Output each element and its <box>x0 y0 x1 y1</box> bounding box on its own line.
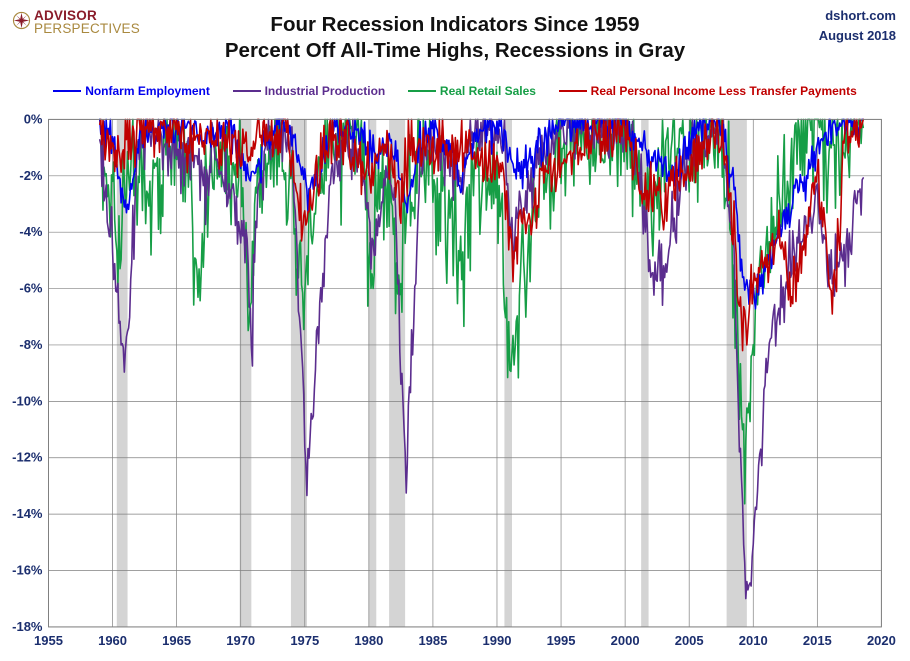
svg-text:1990: 1990 <box>483 633 512 648</box>
svg-text:-6%: -6% <box>19 281 43 296</box>
svg-text:1965: 1965 <box>162 633 191 648</box>
svg-text:-2%: -2% <box>19 168 43 183</box>
svg-text:2020: 2020 <box>867 633 896 648</box>
svg-text:-14%: -14% <box>12 506 43 521</box>
svg-text:2010: 2010 <box>739 633 768 648</box>
svg-text:1975: 1975 <box>290 633 319 648</box>
svg-text:2005: 2005 <box>675 633 704 648</box>
svg-text:-4%: -4% <box>19 224 43 239</box>
svg-text:2000: 2000 <box>611 633 640 648</box>
svg-text:1960: 1960 <box>98 633 127 648</box>
svg-text:1985: 1985 <box>418 633 447 648</box>
svg-text:-18%: -18% <box>12 619 43 634</box>
svg-text:1970: 1970 <box>226 633 255 648</box>
svg-text:1980: 1980 <box>354 633 383 648</box>
svg-text:0%: 0% <box>24 111 43 126</box>
svg-text:2015: 2015 <box>803 633 832 648</box>
svg-text:-16%: -16% <box>12 563 43 578</box>
svg-text:-8%: -8% <box>19 337 43 352</box>
svg-text:1995: 1995 <box>547 633 576 648</box>
svg-text:1955: 1955 <box>34 633 63 648</box>
svg-text:-12%: -12% <box>12 450 43 465</box>
svg-text:-10%: -10% <box>12 393 43 408</box>
